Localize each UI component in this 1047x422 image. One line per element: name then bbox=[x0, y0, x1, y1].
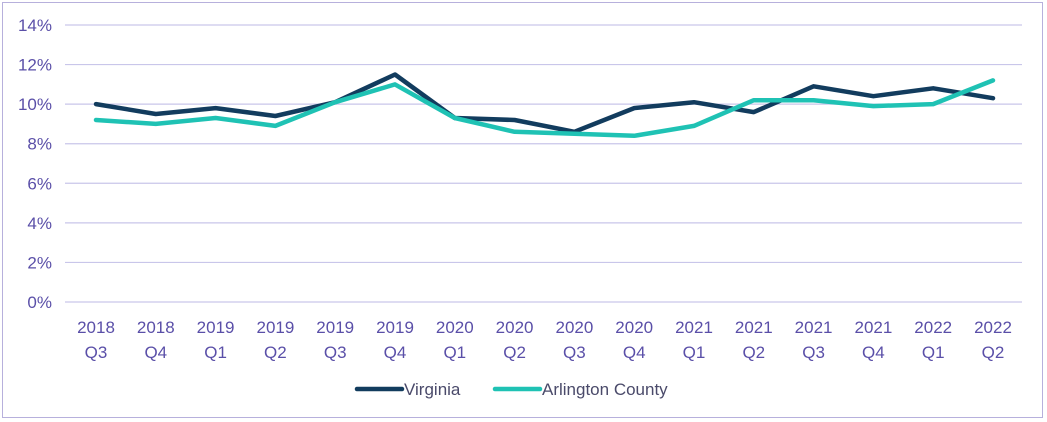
x-tick-label-quarter: Q4 bbox=[862, 343, 885, 362]
x-tick-label-quarter: Q1 bbox=[443, 343, 466, 362]
x-tick-label-year: 2019 bbox=[256, 318, 294, 337]
y-tick-label: 2% bbox=[27, 253, 52, 272]
x-tick-label-quarter: Q4 bbox=[384, 343, 407, 362]
series-lines bbox=[93, 72, 996, 139]
x-tick-label-year: 2021 bbox=[854, 318, 892, 337]
x-tick-label-year: 2020 bbox=[436, 318, 474, 337]
x-tick-label-year: 2021 bbox=[795, 318, 833, 337]
legend-label: Arlington County bbox=[542, 380, 668, 399]
x-tick-label-quarter: Q1 bbox=[204, 343, 227, 362]
y-tick-label: 10% bbox=[18, 95, 52, 114]
y-tick-label: 12% bbox=[18, 56, 52, 75]
x-tick-label-year: 2019 bbox=[197, 318, 235, 337]
x-tick-label-year: 2020 bbox=[496, 318, 534, 337]
x-tick-label-year: 2019 bbox=[376, 318, 414, 337]
y-tick-label: 14% bbox=[18, 16, 52, 35]
legend-label: Virginia bbox=[404, 380, 461, 399]
x-tick-label-quarter: Q2 bbox=[503, 343, 526, 362]
series-line-virginia bbox=[93, 72, 996, 135]
x-tick-label-quarter: Q3 bbox=[802, 343, 825, 362]
x-tick-label-quarter: Q4 bbox=[623, 343, 646, 362]
x-tick-label-quarter: Q2 bbox=[982, 343, 1005, 362]
x-tick-label-quarter: Q4 bbox=[144, 343, 167, 362]
x-tick-label-quarter: Q3 bbox=[85, 343, 108, 362]
x-tick-label-quarter: Q1 bbox=[683, 343, 706, 362]
y-tick-label: 8% bbox=[27, 135, 52, 154]
x-tick-label-year: 2020 bbox=[615, 318, 653, 337]
x-tick-label-year: 2018 bbox=[137, 318, 175, 337]
x-tick-label-year: 2019 bbox=[316, 318, 354, 337]
x-tick-label-year: 2018 bbox=[77, 318, 115, 337]
x-tick-label-quarter: Q2 bbox=[742, 343, 765, 362]
x-axis-ticks: 2018 Q3 2018 Q4 2019 Q1 2019 Q2 2019 Q3 2019 Q4 2020… bbox=[77, 318, 1012, 362]
legend: Virginia Arlington County bbox=[354, 380, 668, 399]
gridlines bbox=[65, 24, 1022, 303]
x-tick-label-year: 2021 bbox=[675, 318, 713, 337]
x-tick-label-year: 2022 bbox=[974, 318, 1012, 337]
y-tick-label: 6% bbox=[27, 174, 52, 193]
x-tick-label-quarter: Q3 bbox=[563, 343, 586, 362]
y-tick-label: 0% bbox=[27, 293, 52, 312]
y-tick-label: 4% bbox=[27, 214, 52, 233]
x-tick-label-year: 2022 bbox=[914, 318, 952, 337]
x-tick-label-quarter: Q1 bbox=[922, 343, 945, 362]
series-line-arlington-county bbox=[93, 78, 996, 139]
x-tick-label-year: 2020 bbox=[555, 318, 593, 337]
y-axis-ticks: 0% 2% 4% 6% 8% 10% 12% 14% bbox=[18, 16, 52, 312]
x-tick-label-year: 2021 bbox=[735, 318, 773, 337]
x-tick-label-quarter: Q2 bbox=[264, 343, 287, 362]
x-tick-label-quarter: Q3 bbox=[324, 343, 347, 362]
